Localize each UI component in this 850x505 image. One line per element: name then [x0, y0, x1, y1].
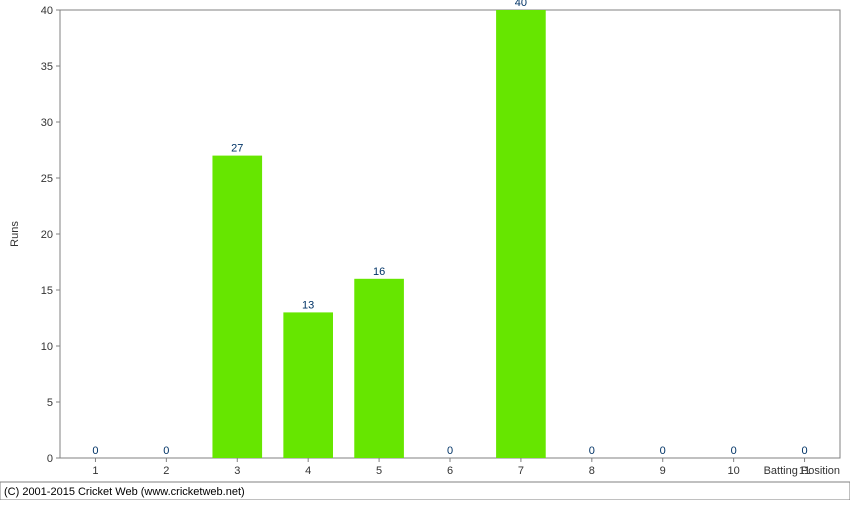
bar [354, 279, 404, 458]
runs-by-batting-position-chart: 0510152025303540010227313416506407080901… [0, 0, 850, 500]
y-tick-label: 25 [41, 173, 53, 185]
x-tick-label: 10 [728, 465, 740, 477]
x-tick-label: 5 [376, 465, 382, 477]
y-tick-label: 35 [41, 61, 53, 73]
bar [496, 10, 546, 458]
x-tick-label: 7 [518, 465, 524, 477]
bar [212, 156, 262, 458]
x-tick-label: 9 [660, 465, 666, 477]
bar-value-label: 16 [373, 266, 385, 278]
bar-value-label: 13 [302, 299, 314, 311]
y-axis-label: Runs [9, 221, 21, 247]
x-tick-label: 6 [447, 465, 453, 477]
y-tick-label: 0 [47, 453, 53, 465]
bar-value-label: 0 [92, 445, 98, 457]
bar-value-label: 0 [163, 445, 169, 457]
y-tick-label: 20 [41, 229, 53, 241]
y-tick-label: 40 [41, 5, 53, 17]
x-tick-label: 4 [305, 465, 311, 477]
x-tick-label: 2 [163, 465, 169, 477]
bar-value-label: 27 [231, 143, 243, 155]
chart-svg: 0510152025303540010227313416506407080901… [0, 0, 850, 500]
bar [283, 312, 333, 458]
chart-background [0, 0, 850, 500]
bar-value-label: 0 [801, 445, 807, 457]
bar-value-label: 0 [589, 445, 595, 457]
x-tick-label: 8 [589, 465, 595, 477]
y-tick-label: 15 [41, 285, 53, 297]
x-tick-label: 1 [92, 465, 98, 477]
x-axis-label: Batting Position [764, 465, 840, 477]
bar-value-label: 0 [660, 445, 666, 457]
y-tick-label: 5 [47, 397, 53, 409]
x-tick-label: 3 [234, 465, 240, 477]
bar-value-label: 0 [447, 445, 453, 457]
y-tick-label: 30 [41, 117, 53, 129]
bar-value-label: 40 [515, 0, 527, 9]
footer-text: (C) 2001-2015 Cricket Web (www.cricketwe… [4, 486, 245, 498]
bar-value-label: 0 [731, 445, 737, 457]
y-tick-label: 10 [41, 341, 53, 353]
